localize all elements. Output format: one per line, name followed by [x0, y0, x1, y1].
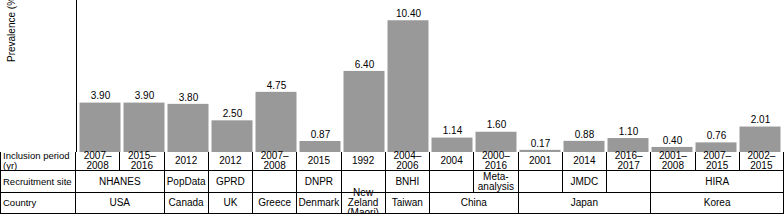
html-text:JMDC: JMDC — [570, 175, 599, 187]
html-text:2015–2016: 2015–2016 — [128, 150, 156, 171]
html-text:China: China — [460, 197, 487, 208]
html-text:2001: 2001 — [529, 155, 552, 166]
html-text:GPRD: GPRD — [215, 175, 245, 187]
html-text:2016–2017: 2016–2017 — [614, 150, 643, 171]
html-text:Recruitment site: Recruitment site — [3, 175, 72, 187]
html-text:BNHI: BNHI — [395, 175, 420, 187]
svg-text:1.60: 1.60 — [487, 119, 507, 130]
html-text:DNPR: DNPR — [304, 175, 333, 187]
svg-text:3.90: 3.90 — [91, 90, 111, 101]
html-text:Canada: Canada — [168, 197, 204, 208]
html-text:2014: 2014 — [573, 155, 596, 166]
svg-text:3.80: 3.80 — [179, 92, 199, 103]
svg-text:0.40: 0.40 — [663, 135, 683, 146]
svg-text:6.40: 6.40 — [355, 59, 375, 70]
html-text:2015: 2015 — [307, 155, 330, 166]
html-text:UK: UK — [223, 197, 238, 208]
html-text:2007–2015: 2007–2015 — [703, 150, 731, 171]
svg-text:0.87: 0.87 — [311, 129, 331, 140]
html-text:Japan: Japan — [570, 197, 598, 208]
html-text:Greece: Greece — [258, 197, 291, 208]
html-text:Taiwan: Taiwan — [391, 197, 423, 208]
svg-text:10.40: 10.40 — [396, 8, 421, 19]
html-text:2012: 2012 — [175, 155, 198, 166]
html-text:NHANES: NHANES — [98, 175, 141, 187]
html-text:HIRA: HIRA — [705, 175, 730, 187]
svg-text:2.01: 2.01 — [751, 114, 771, 125]
html-text:2012: 2012 — [219, 155, 242, 166]
html-text:Korea: Korea — [703, 197, 731, 208]
html-text:2007–2008: 2007–2008 — [260, 150, 289, 171]
html-text:USA: USA — [109, 197, 130, 208]
html-text:1992: 1992 — [352, 155, 375, 166]
html-text:2004–2006: 2004–2006 — [393, 150, 422, 171]
svg-text:2.50: 2.50 — [223, 108, 243, 119]
svg-text:0.88: 0.88 — [575, 129, 595, 140]
html-text:PopData: PopData — [166, 175, 206, 187]
svg-text:0.76: 0.76 — [707, 130, 727, 141]
html-text:2007–2008: 2007–2008 — [83, 150, 112, 171]
html-text:Country: Country — [3, 197, 37, 208]
html-text:2000–2016: 2000–2016 — [482, 150, 510, 171]
svg-text:3.90: 3.90 — [135, 90, 155, 101]
html-text:Denmark: Denmark — [298, 197, 340, 208]
html-text:2004: 2004 — [440, 155, 463, 166]
html-text:Inclusion period (yr): Inclusion period (yr) — [3, 150, 70, 171]
svg-text:0.17: 0.17 — [531, 138, 551, 149]
svg-text:4.75: 4.75 — [267, 80, 287, 91]
html-text:2001–2008: 2001–2008 — [659, 150, 687, 171]
html-text:Meta-analysis: Meta-analysis — [477, 170, 514, 192]
svg-text:1.14: 1.14 — [443, 125, 463, 136]
html-text:2002–2015: 2002–2015 — [747, 150, 776, 171]
svg-text:1.10: 1.10 — [619, 126, 639, 137]
